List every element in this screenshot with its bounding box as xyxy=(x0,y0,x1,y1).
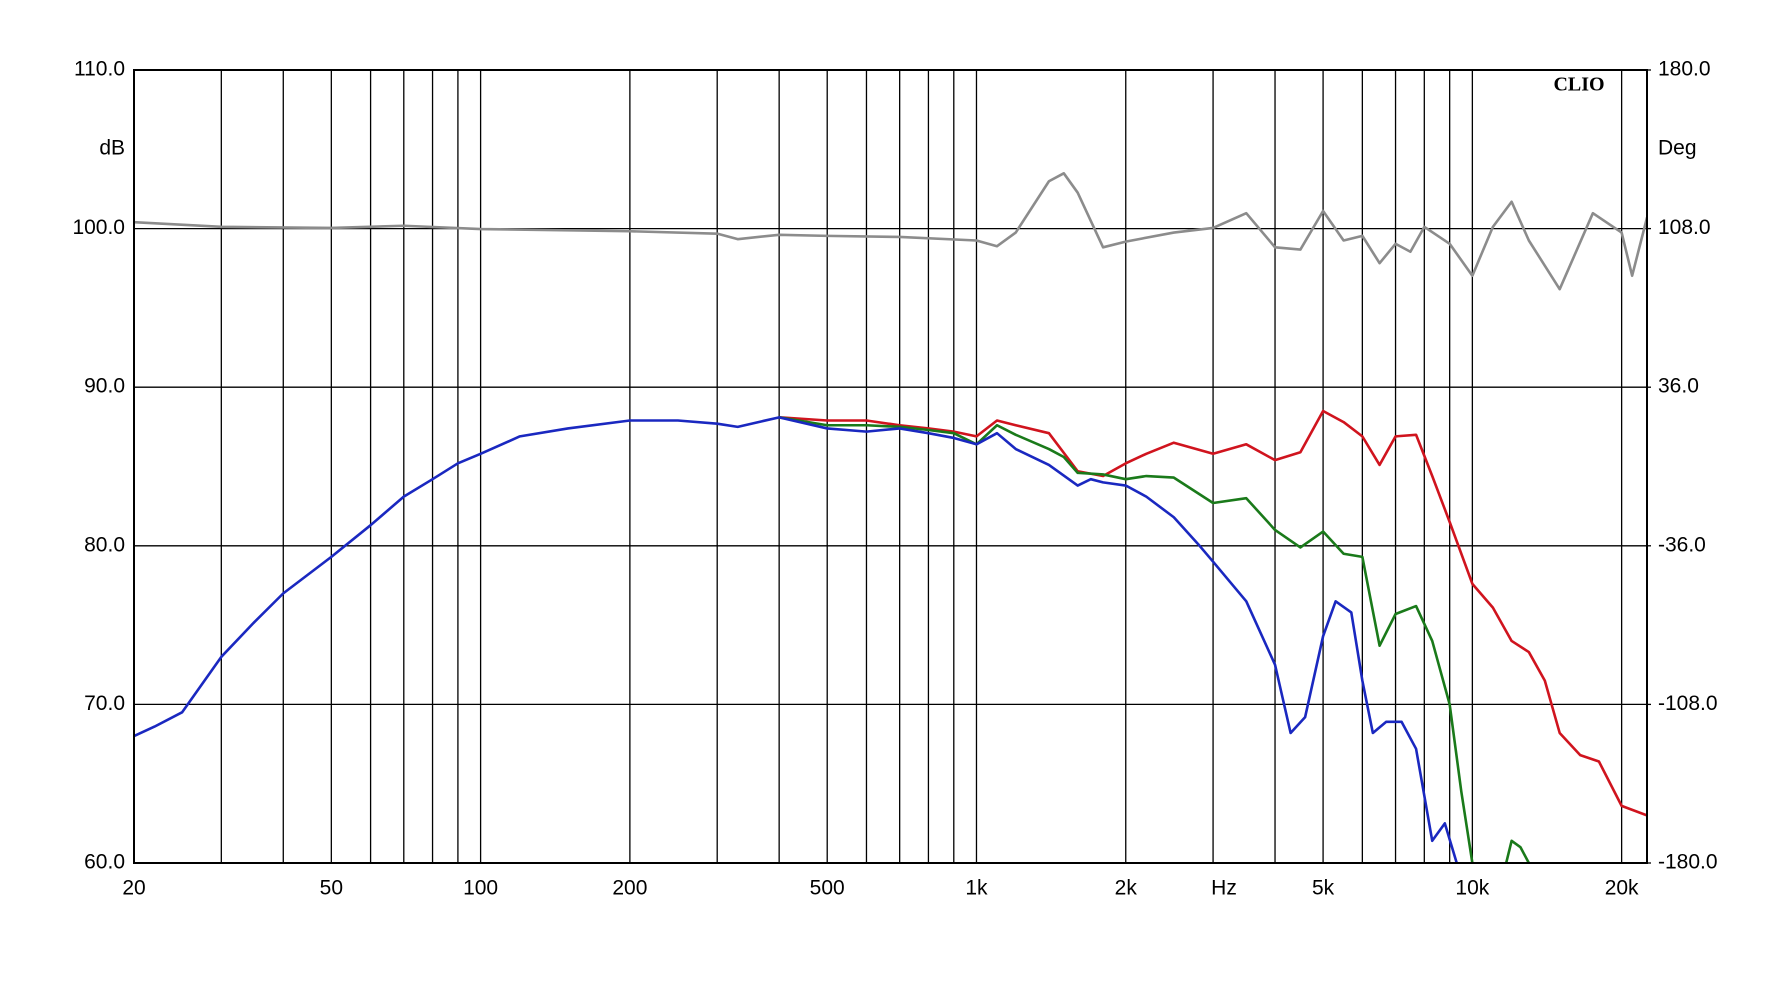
x-tick-label: 20 xyxy=(122,877,145,900)
data-line xyxy=(134,416,1459,863)
y2-tick-label: -108.0 xyxy=(1658,692,1718,715)
x-tick-label: 5k xyxy=(1312,877,1335,900)
plot-frame xyxy=(133,69,1648,864)
x-tick-label: 10k xyxy=(1455,877,1489,900)
x-tick-label: 2k xyxy=(1115,877,1138,900)
y2-tick-label: 108.0 xyxy=(1658,216,1711,239)
x-tick-label: 20k xyxy=(1605,877,1639,900)
y2-tick-label: -180.0 xyxy=(1658,851,1718,874)
data-line xyxy=(134,172,1647,291)
y-tick-label: 70.0 xyxy=(84,692,125,715)
x-tick-label: 500 xyxy=(810,877,845,900)
y-tick-label: 110.0 xyxy=(74,58,125,81)
y-axis-label: dB xyxy=(99,137,125,160)
x-tick-label: 200 xyxy=(612,877,647,900)
plot-lines xyxy=(134,172,1647,863)
x-tick-label: 100 xyxy=(463,877,498,900)
data-line xyxy=(777,409,1647,817)
watermark: CLIO xyxy=(1553,74,1604,96)
y-tick-label: 90.0 xyxy=(84,375,125,398)
y-tick-label: 100.0 xyxy=(72,216,125,239)
labels: dB Deg Hz CLIO 60.0 70.0 80.0 90.0 100.0 110.… xyxy=(72,58,1717,900)
x-axis-label: Hz xyxy=(1211,877,1237,900)
y2-tick-label: 180.0 xyxy=(1658,58,1711,81)
y-tick-label: 80.0 xyxy=(84,533,125,556)
grid xyxy=(133,69,1651,864)
y2-axis-label: Deg xyxy=(1658,137,1697,160)
y2-tick-label: -36.0 xyxy=(1658,533,1706,556)
y2-tick-label: 36.0 xyxy=(1658,375,1699,398)
x-tick-label: 1k xyxy=(965,877,988,900)
x-tick-label: 50 xyxy=(320,877,343,900)
y-tick-label: 60.0 xyxy=(84,851,125,874)
data-line xyxy=(777,416,1531,863)
